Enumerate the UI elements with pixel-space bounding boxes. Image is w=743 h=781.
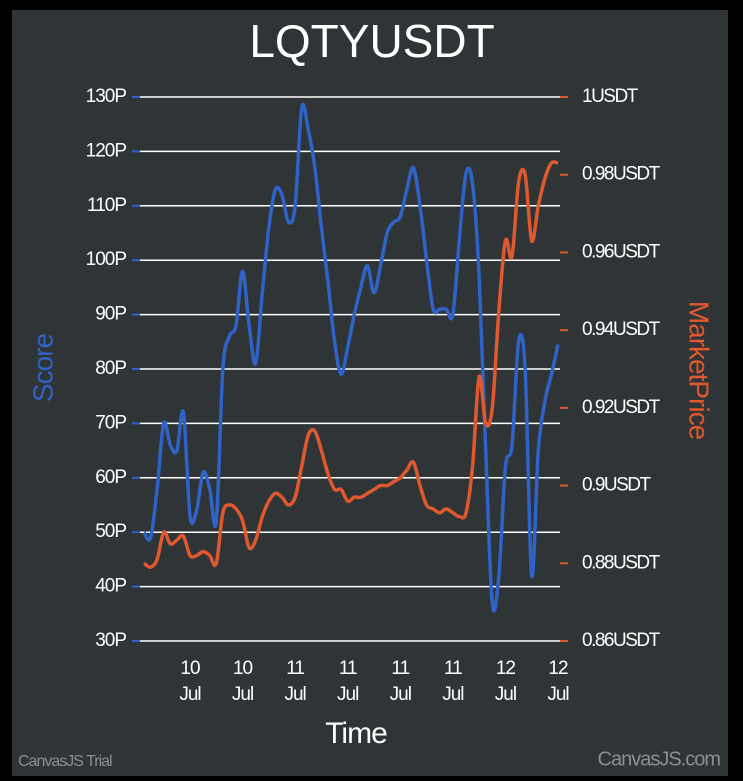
y-tick-label: 120P: [86, 140, 127, 161]
x-tick-label: 11 Jul: [442, 658, 464, 705]
y-tick-label: 50P: [95, 521, 126, 542]
y-tick-label: 40P: [95, 576, 126, 597]
y2-tick-label: 0.94USDT: [582, 319, 661, 340]
line-series: [142, 160, 559, 569]
y-tick-label: 30P: [95, 630, 126, 651]
x-tick-label: 11 Jul: [337, 658, 359, 705]
watermark: CanvasJS Trial: [18, 753, 112, 770]
x-axis-title: Time: [325, 717, 387, 750]
y2-tick-label: 1USDT: [582, 86, 639, 107]
y2-axis-title: MarketPrice: [684, 301, 715, 440]
y2-tick-label: 0.92USDT: [582, 397, 661, 418]
y-axis-title: Score: [27, 334, 58, 403]
x-tick-label: 12 Jul: [547, 658, 569, 705]
x-tick-label: 10 Jul: [231, 658, 254, 705]
y-tick-label: 60P: [95, 467, 126, 488]
y-tick-label: 70P: [95, 412, 126, 433]
y-tick-label: 80P: [95, 358, 126, 379]
y-tick-label: 130P: [86, 86, 127, 107]
chart-title: LQTYUSDT: [249, 15, 494, 67]
x-tick-label: 12 Jul: [494, 658, 517, 705]
y2-tick-label: 0.86USDT: [582, 630, 661, 651]
y2-tick-label: 0.88USDT: [582, 552, 661, 573]
x-tick-label: 11 Jul: [389, 658, 412, 705]
watermark: CanvasJS.com: [598, 748, 721, 770]
y2-tick-label: 0.9USDT: [582, 475, 652, 496]
y-tick-label: 90P: [95, 304, 126, 325]
y2-tick-label: 0.98USDT: [582, 164, 661, 185]
line-series: [142, 102, 560, 613]
x-tick-label: 10 Jul: [179, 658, 201, 705]
x-tick-label: 11 Jul: [284, 658, 306, 705]
y-tick-label: 100P: [86, 249, 127, 270]
y-tick-label: 110P: [87, 195, 126, 216]
chart-panel: [12, 10, 728, 776]
y2-tick-label: 0.96USDT: [582, 241, 661, 262]
